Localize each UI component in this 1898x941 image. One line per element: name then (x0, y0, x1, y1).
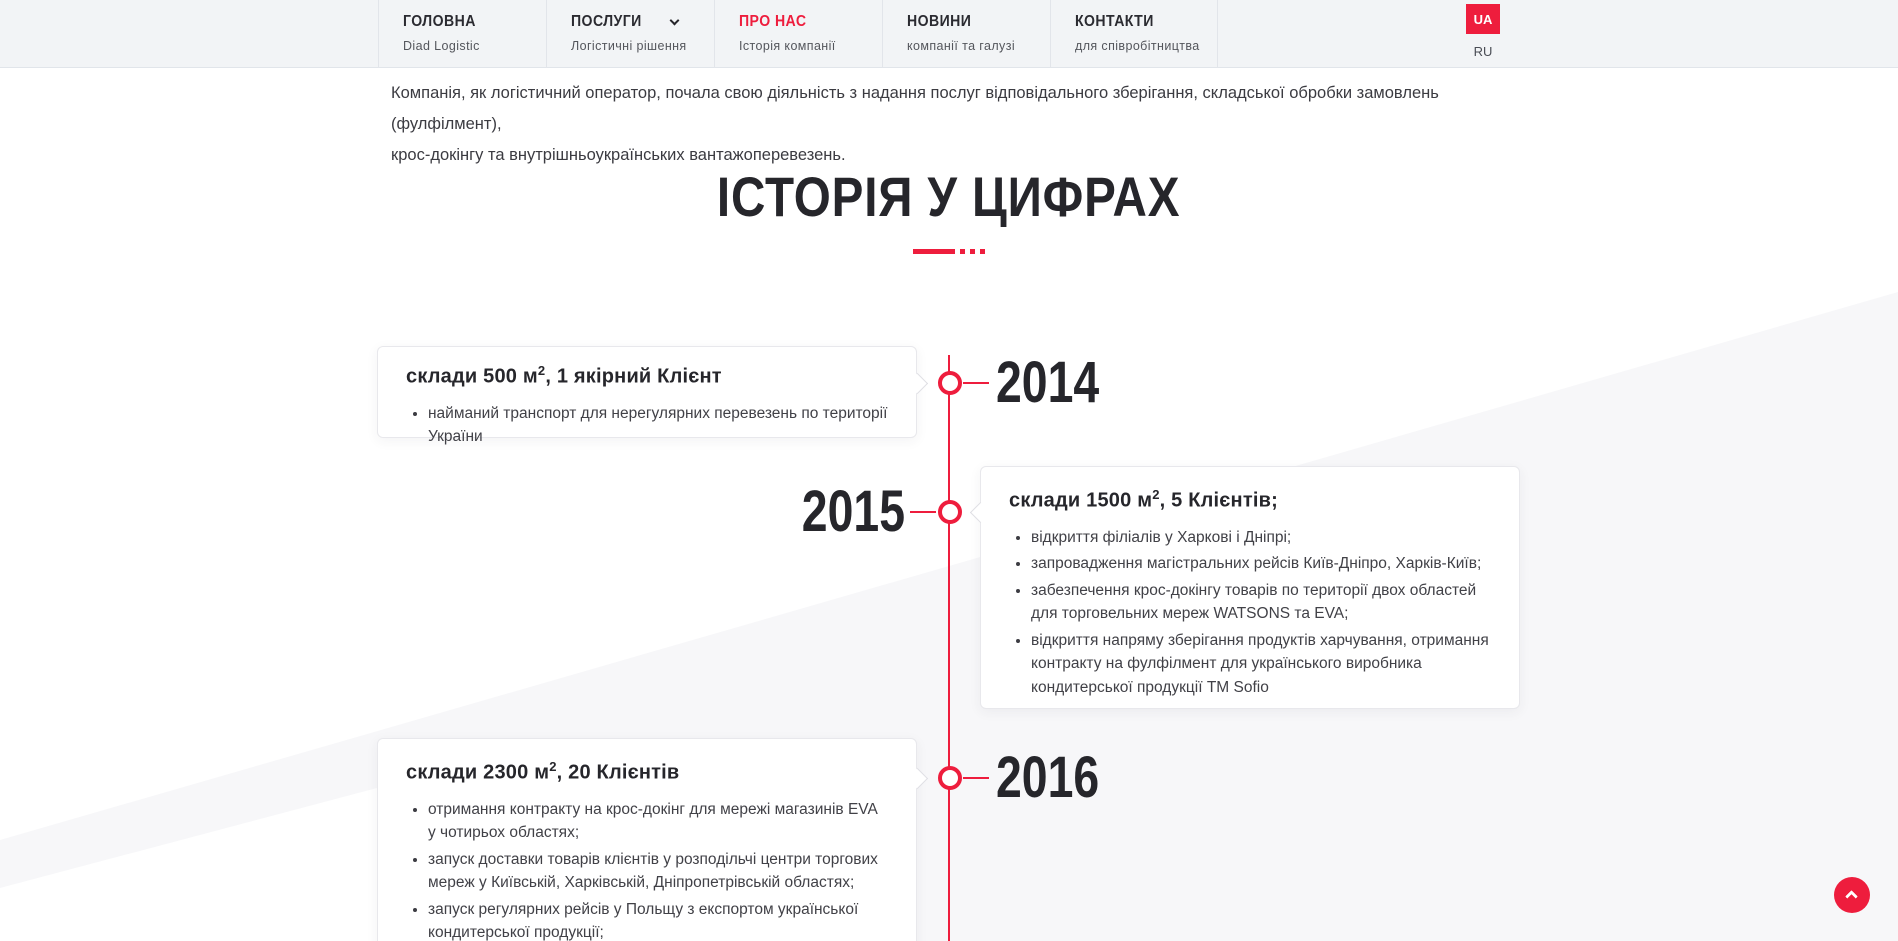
nav-item-subtitle: компанії та галузі (907, 39, 1015, 53)
intro-line-2: крос-докінгу та внутрішньоукраїнських ва… (391, 146, 846, 164)
language-switcher: UA RU (1466, 4, 1500, 59)
underline-dot (970, 249, 975, 254)
intro-line-1: Компанія, як логістичний оператор, почал… (391, 84, 1439, 133)
intro-paragraph: Компанія, як логістичний оператор, почал… (391, 78, 1531, 171)
timeline-node (938, 500, 962, 524)
nav-item-subtitle: Історія компанії (739, 39, 836, 53)
scroll-to-top-button[interactable] (1834, 877, 1870, 913)
timeline-card-2015: склади 1500 м2, 5 Клієнтів; відкриття філ… (969, 466, 1520, 709)
card-title: склади 2300 м2, 20 Клієнтів (406, 759, 680, 784)
underline-bar (913, 249, 955, 254)
page-title: ІСТОРІЯ У ЦИФРАХ (717, 165, 1181, 228)
nav-item-title: КОНТАКТИ (1075, 13, 1154, 30)
year-label: 2016 (996, 745, 1100, 810)
nav-item-home[interactable]: ГОЛОВНА Diad Logistic (378, 0, 546, 68)
language-ru-button[interactable]: RU (1473, 44, 1493, 59)
card-bullet: забезпечення крос-докінгу товарів по тер… (1009, 579, 1491, 626)
timeline-card-2016: склади 2300 м2, 20 Клієнтів отримання кон… (377, 738, 928, 941)
card-bullet-list: найманий транспорт для нерегулярних пере… (406, 402, 888, 449)
year-label: 2015 (801, 479, 905, 544)
card-pointer-arrow (906, 372, 928, 395)
chevron-down-icon (669, 15, 680, 26)
card-bullet: відкриття напряму зберігання продуктів х… (1009, 629, 1491, 700)
timeline-node (938, 766, 962, 790)
card-title: склади 500 м2, 1 якірний Клієнт (406, 363, 722, 388)
top-nav: ГОЛОВНА Diad Logistic ПОСЛУГИ Логістичні рі… (0, 0, 1898, 68)
card-bullet: запровадження магістральних рейсів Київ-… (1009, 552, 1491, 576)
nav-item-subtitle: для співробітництва (1075, 39, 1200, 53)
underline-dot (960, 249, 965, 254)
card-bullet: найманий транспорт для нерегулярних пере… (406, 402, 888, 449)
nav-item-subtitle: Логістичні рішення (571, 39, 687, 53)
card-bullet: запуск регулярних рейсів у Польщу з експ… (406, 898, 888, 941)
card-pointer-arrow (969, 501, 991, 524)
card-bullet-list: отримання контракту на крос-докінг для м… (406, 798, 888, 941)
nav-item-title: ПРО НАС (739, 13, 807, 30)
timeline-tick (963, 777, 989, 779)
nav-item-contacts[interactable]: КОНТАКТИ для співробітництва (1050, 0, 1218, 68)
language-ua-button[interactable]: UA (1466, 4, 1500, 34)
year-label: 2014 (996, 350, 1100, 415)
card-bullet: отримання контракту на крос-докінг для м… (406, 798, 888, 845)
nav-item-news[interactable]: НОВИНИ компанії та галузі (882, 0, 1050, 68)
nav-item-services[interactable]: ПОСЛУГИ Логістичні рішення (546, 0, 714, 68)
nav-item-title: ПОСЛУГИ (571, 13, 714, 31)
nav-menu: ГОЛОВНА Diad Logistic ПОСЛУГИ Логістичні рі… (378, 0, 1218, 68)
timeline-card-2014: склади 500 м2, 1 якірний Клієнт найманий … (377, 346, 928, 445)
chevron-up-icon (1845, 890, 1858, 903)
nav-item-subtitle: Diad Logistic (403, 39, 480, 53)
card-title: склади 1500 м2, 5 Клієнтів; (1009, 487, 1278, 512)
timeline-tick (910, 511, 936, 513)
underline-dot (980, 249, 985, 254)
nav-item-title: ГОЛОВНА (403, 13, 476, 30)
card-bullet: відкриття філіалів у Харкові і Дніпрі; (1009, 526, 1491, 550)
nav-item-about[interactable]: ПРО НАС Історія компанії (714, 0, 882, 68)
timeline-vertical-line (948, 355, 950, 941)
card-bullet: запуск доставки товарів клієнтів у розпо… (406, 848, 888, 895)
card-bullet-list: відкриття філіалів у Харкові і Дніпрі; за… (1009, 526, 1491, 700)
title-underline-decoration (0, 249, 1898, 254)
timeline-node (938, 371, 962, 395)
section-heading: ІСТОРІЯ У ЦИФРАХ (0, 168, 1898, 226)
nav-item-title: НОВИНИ (907, 13, 972, 30)
timeline-tick (963, 382, 989, 384)
